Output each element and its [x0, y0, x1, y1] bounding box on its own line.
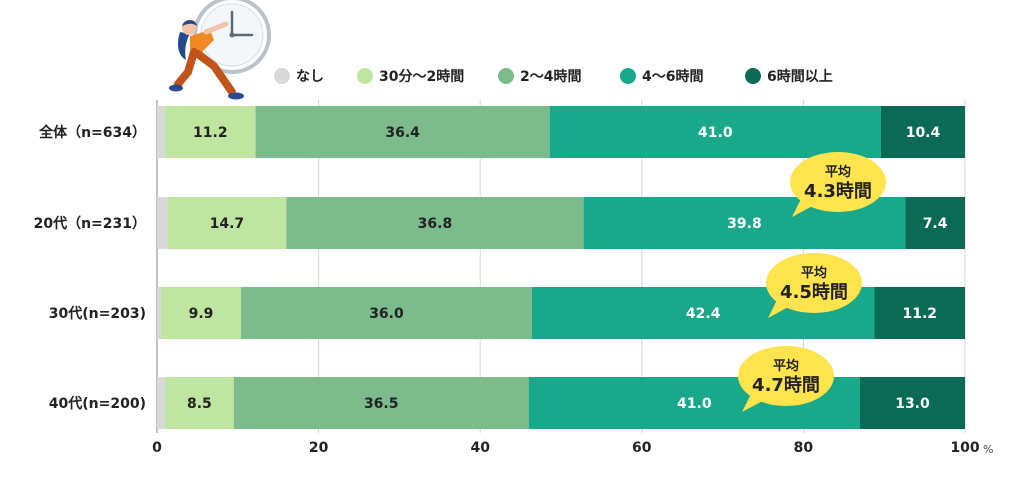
legend-label: 6時間以上	[767, 68, 833, 85]
bar-segment	[874, 287, 965, 339]
average-callout: 平均4.3時間	[790, 152, 886, 217]
data-label: 11.2	[193, 125, 228, 141]
bars	[157, 106, 965, 429]
bar-segment	[165, 106, 256, 158]
callout-title: 平均	[773, 358, 799, 374]
average-callout: 平均4.7時間	[738, 346, 834, 412]
data-label: 41.0	[698, 125, 733, 141]
bar-segment	[241, 287, 532, 339]
callout-title: 平均	[801, 265, 827, 281]
legend: なし 30分〜2時間 2〜4時間 4〜6時間 6時間以上	[274, 68, 833, 85]
category-label: 20代（n=231）	[34, 215, 146, 232]
data-label: 36.4	[385, 125, 420, 141]
legend-label: なし	[296, 69, 324, 85]
x-tick-label: 0	[152, 440, 162, 456]
bar-segment	[165, 377, 234, 429]
data-label: 8.5	[187, 396, 212, 412]
bar-segment	[157, 287, 162, 339]
data-label: 13.0	[895, 396, 930, 412]
callout-value: 4.7時間	[752, 375, 820, 396]
data-label: 36.0	[369, 306, 404, 322]
bar-segment	[157, 106, 166, 158]
legend-label: 30分〜2時間	[379, 68, 464, 85]
data-label: 9.9	[189, 306, 214, 322]
person-pushing-clock-icon	[169, 0, 271, 100]
x-tick-label: 100	[950, 440, 979, 456]
data-label: 11.2	[902, 306, 937, 322]
average-callout: 平均4.5時間	[766, 253, 862, 318]
data-label: 7.4	[923, 216, 948, 232]
bar-segment	[549, 106, 881, 158]
bar-segment	[157, 377, 166, 429]
x-unit-label: %	[983, 443, 993, 456]
legend-label: 4〜6時間	[642, 68, 703, 85]
x-axis: 0 20 40 60 80 100%	[152, 440, 993, 456]
data-label: 42.4	[686, 306, 721, 322]
data-label: 36.8	[418, 216, 453, 232]
category-label: 全体（n=634）	[38, 124, 146, 141]
legend-marker	[274, 68, 290, 84]
data-labels: 11.2 36.4 41.0 10.4 14.7 36.8 39.8 7.4 9.9 36.0 42…	[187, 125, 948, 412]
category-label: 30代(n=203)	[49, 305, 146, 322]
legend-marker	[498, 68, 514, 84]
data-label: 14.7	[210, 216, 245, 232]
bar-segment	[880, 106, 965, 158]
legend-label: 2〜4時間	[520, 68, 581, 85]
x-tick-label: 40	[470, 440, 490, 456]
bar-segment	[255, 106, 550, 158]
callout-bubble	[738, 346, 834, 406]
bar-segment	[157, 197, 168, 249]
x-tick-label: 80	[794, 440, 814, 456]
data-label: 36.5	[364, 396, 399, 412]
legend-marker	[357, 68, 373, 84]
callout-title: 平均	[825, 164, 851, 180]
x-tick-label: 60	[632, 440, 652, 456]
data-label: 39.8	[727, 216, 762, 232]
category-label: 40代(n=200)	[49, 395, 146, 412]
bar-segment	[905, 197, 965, 249]
x-tick-label: 20	[309, 440, 329, 456]
data-label: 10.4	[906, 125, 941, 141]
bar-segment	[161, 287, 242, 339]
callout-value: 4.3時間	[804, 181, 872, 202]
category-labels: 全体（n=634） 20代（n=231） 30代(n=203) 40代(n=200)	[34, 124, 146, 412]
bar-segment	[233, 377, 529, 429]
callout-bubble	[766, 253, 862, 313]
bar-segment	[167, 197, 287, 249]
data-label: 41.0	[677, 396, 712, 412]
callout-value: 4.5時間	[780, 282, 848, 303]
legend-marker	[745, 68, 761, 84]
legend-marker	[620, 68, 636, 84]
bar-segment	[859, 377, 965, 429]
callout-bubble	[790, 152, 886, 212]
bar-segment	[286, 197, 584, 249]
